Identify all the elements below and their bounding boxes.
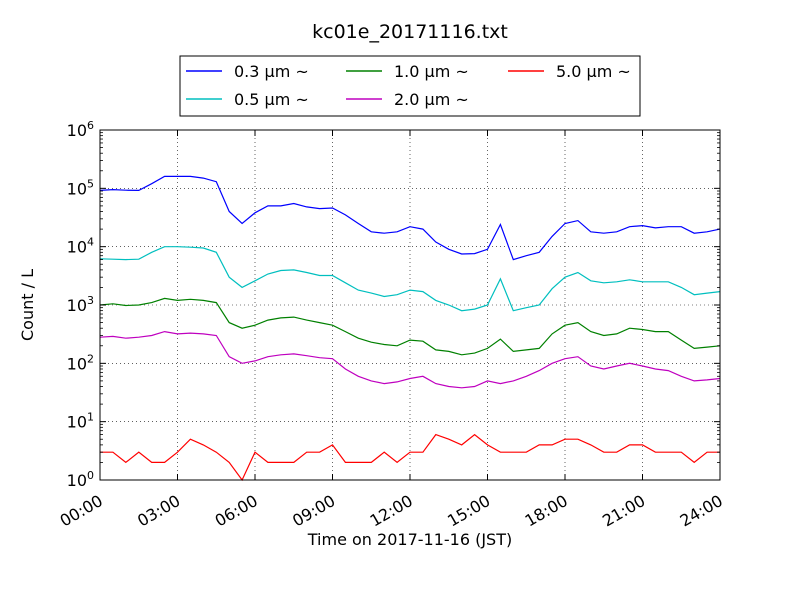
y-tick-exponent: 6 (87, 119, 94, 132)
x-tick-label: 18:00 (522, 491, 571, 531)
y-tick-exponent: 0 (87, 469, 94, 482)
x-tick-label: 09:00 (289, 491, 338, 531)
x-tick-label: 24:00 (677, 491, 726, 531)
y-tick-base: 10 (67, 179, 87, 198)
series-line-2 (99, 297, 721, 356)
x-tick-label: 15:00 (444, 491, 493, 531)
y-tick-label: 103 (67, 294, 94, 315)
x-tick-label: 06:00 (212, 491, 261, 531)
y-tick-base: 10 (67, 296, 87, 315)
series-line-3 (99, 330, 721, 389)
y-tick-base: 10 (67, 238, 87, 257)
y-tick-base: 10 (67, 121, 87, 140)
x-tick-label: 03:00 (134, 491, 183, 531)
y-tick-exponent: 4 (87, 236, 94, 249)
y-tick-label: 100 (67, 469, 94, 490)
y-tick-base: 10 (67, 471, 87, 490)
legend-label: 2.0 µm ~ (394, 90, 469, 109)
y-tick-label: 102 (67, 352, 94, 373)
legend: 0.3 µm ~ 0.5 µm ~ 1.0 µm ~ 2.0 µm ~ 5.0 µm ~ (179, 55, 641, 117)
y-tick-exponent: 2 (87, 352, 94, 365)
x-tick-label: 00:00 (57, 491, 106, 531)
legend-box (179, 55, 641, 117)
y-axis-label: Count / L (18, 269, 37, 341)
y-tick-label: 104 (67, 236, 94, 257)
y-tick-label: 105 (67, 177, 94, 198)
chart-title: kc01e_20171116.txt (312, 21, 508, 43)
series-line-0 (99, 175, 721, 261)
y-tick-label: 101 (67, 411, 94, 432)
y-tick-exponent: 3 (87, 294, 94, 307)
legend-label: 1.0 µm ~ (394, 62, 469, 81)
grid (99, 129, 721, 481)
x-tick-label: 12:00 (367, 491, 416, 531)
legend-label: 0.3 µm ~ (234, 62, 309, 81)
series-line-1 (99, 246, 721, 312)
legend-label: 5.0 µm ~ (556, 62, 631, 81)
series-lines (99, 175, 721, 482)
y-tick-exponent: 1 (87, 411, 94, 424)
x-tick-label: 21:00 (599, 491, 648, 531)
legend-label: 0.5 µm ~ (234, 90, 309, 109)
x-axis-label: Time on 2017-11-16 (JST) (307, 530, 512, 549)
y-tick-exponent: 5 (87, 177, 94, 190)
series-line-4 (100, 433, 720, 482)
y-tick-base: 10 (67, 354, 87, 373)
y-tick-label: 106 (67, 119, 94, 140)
y-tick-base: 10 (67, 413, 87, 432)
